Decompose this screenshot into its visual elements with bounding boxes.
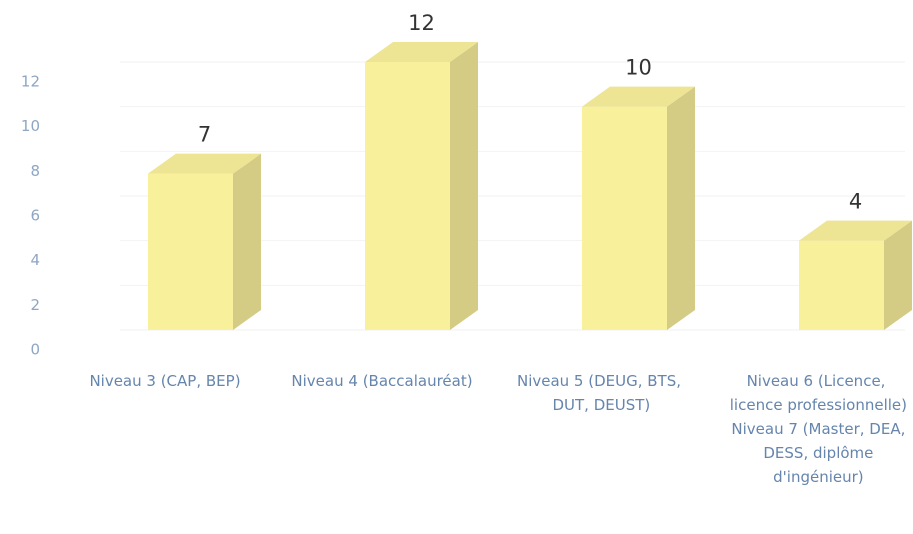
y-tick-label: 0 (30, 341, 40, 359)
bar-side (667, 86, 695, 331)
bar-side (233, 153, 261, 330)
x-tick-label: Niveau 6 (Licence, licence professionnel… (725, 372, 907, 486)
bar-top (799, 220, 912, 241)
x-tick-label: Niveau 4 (Baccalauréat) (291, 372, 472, 390)
bar-top (365, 42, 478, 62)
bar (365, 42, 478, 330)
y-tick-label: 10 (21, 117, 40, 135)
bar (148, 153, 261, 330)
value-label: 10 (625, 56, 652, 80)
bar-side (450, 42, 478, 330)
bar (582, 86, 695, 331)
bar-top (148, 153, 261, 174)
value-label: 12 (408, 11, 435, 35)
y-tick-label: 8 (30, 162, 40, 180)
x-tick-label: Niveau 3 (CAP, BEP) (89, 372, 240, 390)
bar-top (582, 86, 695, 107)
bar-front (582, 106, 667, 331)
y-tick-label: 4 (30, 251, 40, 269)
value-label: 4 (849, 190, 862, 214)
y-tick-label: 12 (21, 73, 40, 91)
x-tick-label: Niveau 5 (DEUG, BTS, DUT, DEUST) (517, 372, 681, 414)
y-tick-label: 2 (30, 296, 40, 314)
bar-front (799, 240, 884, 330)
value-label: 7 (198, 123, 211, 147)
bar-front (365, 62, 450, 330)
y-tick-label: 6 (30, 207, 40, 225)
bar-front (148, 173, 233, 330)
bar (799, 220, 912, 330)
bar-side (884, 220, 912, 330)
